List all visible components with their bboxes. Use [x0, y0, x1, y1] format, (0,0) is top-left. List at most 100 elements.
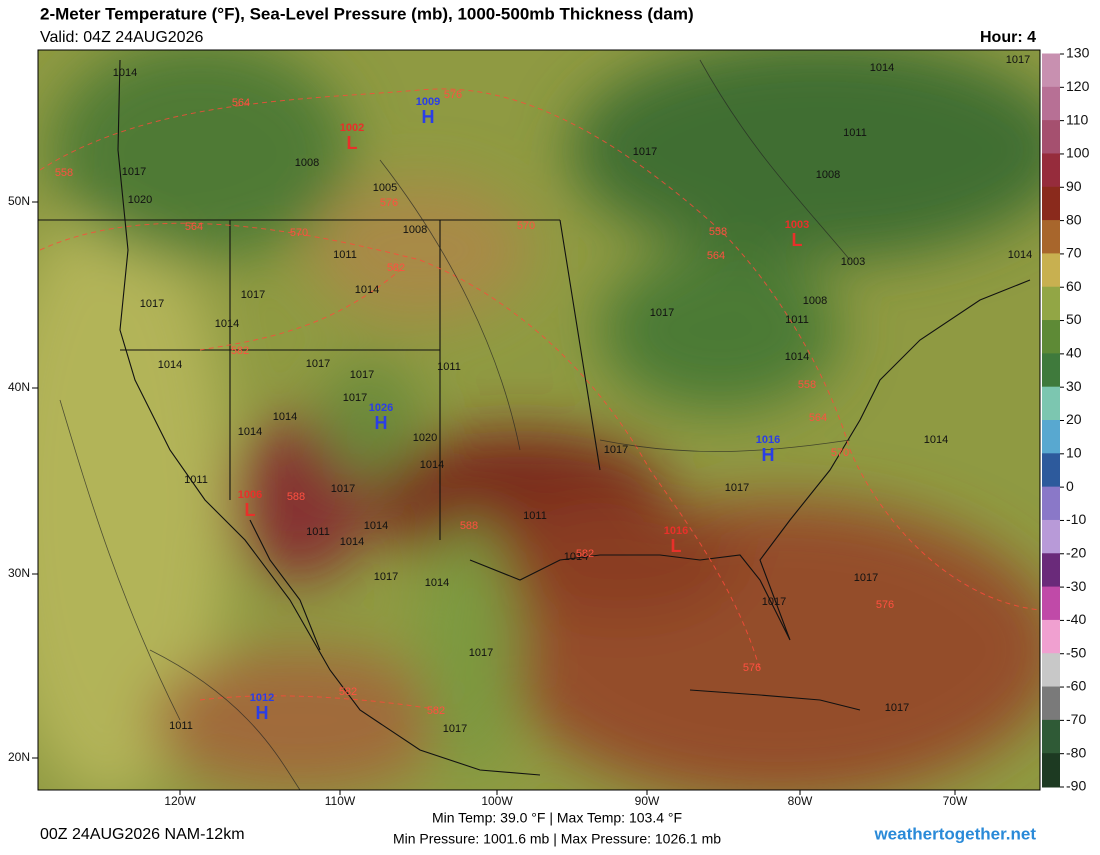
isobar-label: 1011 [184, 474, 208, 486]
pressure-value: 1002 [340, 122, 364, 134]
isobar-label: 1017 [725, 482, 749, 494]
colorbar-segment [1042, 353, 1060, 388]
isobar-label: 1017 [604, 444, 628, 456]
colorbar-tick-label: -40 [1066, 611, 1086, 627]
isobar-label: 1020 [413, 432, 437, 444]
latitude-label: 50N [8, 194, 30, 208]
colorbar-segment [1042, 53, 1060, 88]
model-run: 00Z 24AUG2026 NAM-12km [40, 826, 245, 843]
thickness-label: 582 [427, 705, 445, 717]
colorbar-segment [1042, 519, 1060, 555]
colorbar-tick-label: 130 [1066, 45, 1090, 61]
isobar-label: 1014 [785, 351, 809, 363]
pressure-symbol: L [792, 230, 803, 250]
pressure-symbol: L [347, 133, 358, 153]
thickness-label: 570 [831, 447, 849, 459]
isobar-label: 1017 [469, 647, 493, 659]
colorbar-segment [1042, 686, 1060, 721]
colorbar-segment [1042, 619, 1060, 655]
isobar-label: 1014 [564, 551, 588, 563]
map-frame [37, 49, 1041, 791]
colorbar-tick-label: -10 [1066, 511, 1086, 527]
isobar-label: 1005 [373, 182, 397, 194]
isobar-label: 1011 [437, 361, 461, 373]
colorbar-tick-label: 20 [1066, 411, 1082, 427]
isobar-label: 1014 [158, 359, 182, 371]
isobar-label: 1014 [238, 426, 262, 438]
thickness-label: 570 [290, 227, 308, 239]
map-field: 1009H1002L1003L1026H1016H1006L1016L1012H… [38, 50, 1040, 790]
pressure-value: 1026 [369, 402, 393, 414]
colorbar-tick-label: 60 [1066, 278, 1082, 294]
colorbar-segment [1042, 386, 1060, 421]
thickness-label: 564 [809, 412, 827, 424]
colorbar-segment [1042, 420, 1060, 455]
isobar-label: 1017 [122, 166, 146, 178]
colorbar-tick-label: -50 [1066, 644, 1086, 660]
forecast-hour: Hour: 4 [980, 29, 1036, 46]
colorbar-segment [1042, 186, 1060, 222]
pressure-range: Min Pressure: 1001.6 mb | Max Pressure: … [393, 831, 721, 847]
thickness-label: 576 [444, 89, 462, 101]
pressure-value: 1016 [756, 434, 780, 446]
isobar-label: 1017 [140, 298, 164, 310]
colorbar-segment [1042, 586, 1060, 621]
latitude-label: 30N [8, 566, 30, 580]
thickness-label: 564 [707, 250, 725, 262]
colorbar-tick-label: -20 [1066, 544, 1086, 560]
isobar-label: 1008 [295, 157, 319, 169]
pressure-value: 1016 [664, 525, 688, 537]
colorbar-segment [1042, 320, 1060, 355]
colorbar-segment [1042, 653, 1060, 688]
colorbar-segment [1042, 253, 1060, 288]
pressure-symbol: H [422, 107, 435, 127]
thickness-label: 564 [185, 221, 203, 233]
isobar-label: 1008 [803, 295, 827, 307]
pressure-value: 1003 [785, 219, 809, 231]
colorbar-tick-label: -70 [1066, 711, 1086, 727]
isobar-label: 1017 [762, 596, 786, 608]
isobar-label: 1014 [425, 577, 449, 589]
colorbar-tick-label: 50 [1066, 311, 1082, 327]
contour-labels: 1014 101410171008100510171011101710201008… [55, 54, 1032, 735]
isobar-label: 1014 [340, 536, 364, 548]
colorbar-segment [1042, 153, 1060, 188]
isobar-label: 1020 [128, 194, 152, 206]
isobar-label: 1017 [633, 146, 657, 158]
isobar-label: 1014 [1008, 249, 1032, 261]
pressure-value: 1006 [238, 489, 262, 501]
valid-time: Valid: 04Z 24AUG2026 [40, 29, 203, 46]
colorbar-segment [1042, 553, 1060, 588]
colorbar-segment [1042, 120, 1060, 155]
colorbar-tick-label: 70 [1066, 245, 1082, 261]
isobar-label: 1014 [870, 62, 894, 74]
thickness-label: 576 [876, 599, 894, 611]
thickness-label: 558 [798, 379, 816, 391]
colorbar-tick-label: -60 [1066, 678, 1086, 694]
thickness-label: 588 [287, 491, 305, 503]
isobar-label: 1017 [331, 483, 355, 495]
colorbar-segment [1042, 486, 1060, 521]
isobar-label: 1017 [443, 723, 467, 735]
pressure-value: 1009 [416, 96, 440, 108]
longitude-label: 90W [635, 794, 660, 808]
site-link[interactable]: weathertogether.net [873, 824, 1036, 843]
isobar-label: 1014 [364, 520, 388, 532]
pressure-value: 1012 [250, 692, 274, 704]
colorbar-segment [1042, 220, 1060, 255]
thickness-label: 558 [709, 226, 727, 238]
colorbar-segment [1042, 286, 1060, 322]
isobar-label: 1017 [374, 571, 398, 583]
colorbar-segment [1042, 753, 1060, 788]
thickness-label: 558 [55, 167, 73, 179]
title: 2-Meter Temperature (°F), Sea-Level Pres… [40, 4, 694, 23]
longitude-label: 120W [164, 794, 196, 808]
longitude-label: 110W [325, 794, 356, 808]
colorbar-tick-label: -30 [1066, 578, 1086, 594]
isobar-label: 1017 [343, 392, 367, 404]
colorbar-tick-label: 30 [1066, 378, 1082, 394]
colorbar-tick-label: 40 [1066, 345, 1082, 361]
colorbar-tick-label: 110 [1066, 111, 1089, 127]
longitude-label: 100W [481, 794, 513, 808]
